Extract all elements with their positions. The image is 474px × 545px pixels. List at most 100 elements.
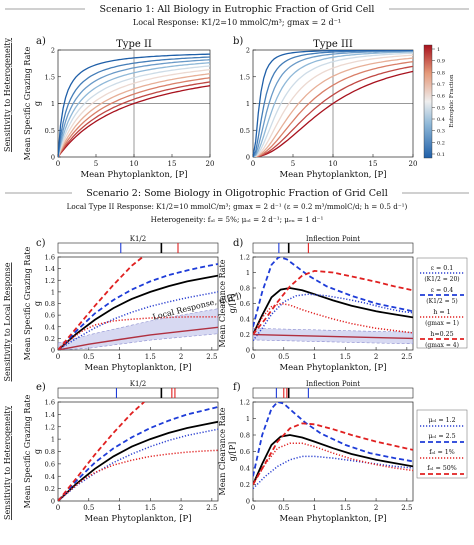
- y-tick-label: 0: [51, 154, 55, 162]
- x-tick-label: 1: [312, 504, 316, 512]
- row-label-heterogeneity-2: Sensitivity to Heterogeneity: [3, 405, 12, 520]
- scenario2-line1: Local Type II Response: K1/2=10 mmolC/m³…: [67, 202, 408, 211]
- x-tick-label: 0.5: [278, 504, 289, 512]
- x-tick-label: 0: [251, 353, 255, 361]
- series-line-fraction-0.6: [58, 69, 210, 157]
- series-line-fraction-0.1: [253, 50, 413, 157]
- series-line-local-response: [58, 326, 218, 350]
- panel-a: 0 5 10 15 20 0 0.5 1 1.5 2 Mean Phytoplankton, [P]…: [23, 39, 214, 180]
- scenario2-line2: Heterogeneity: fₒₗ = 5%; μₒₗ = 2 d⁻¹; μₑ…: [151, 215, 324, 224]
- x-tick-label: 1.5: [145, 504, 156, 512]
- inset-label: K1/2: [130, 235, 147, 243]
- series-line-local-response: [253, 333, 413, 340]
- plot-frame: [252, 401, 414, 502]
- series-line-blue-dotted: [253, 293, 413, 342]
- series-line-fraction-0.4: [253, 51, 413, 157]
- y-axis-label: Mean Specific Grazing Rate: [23, 246, 32, 360]
- x-tick-label: 15: [168, 160, 177, 168]
- y-axis-label-2: g: [33, 101, 42, 106]
- panel-title: Type III: [313, 39, 353, 50]
- series-line-blue-dotted: [253, 455, 413, 490]
- y-tick-label: 0.8: [240, 285, 250, 293]
- x-tick-label: 5: [291, 160, 295, 168]
- series-line-fraction-1: [58, 85, 210, 157]
- legend-label: fₒₗ = 50%: [427, 465, 457, 472]
- panel-f: 0 0.5 1 1.5 2 2.5 0 0.2 0.4 0.6 0.8 1 1.2 Mean Phytop…: [218, 380, 414, 524]
- y-tick-label: 0: [246, 347, 250, 355]
- y-axis-label-group: Mean Clearance Rate g/[P]: [218, 407, 237, 495]
- colorbar-tick-label: 1: [437, 47, 440, 53]
- y-tick-label: 1: [51, 100, 55, 108]
- legend-sublabel: (K1/2 = 20): [424, 276, 459, 283]
- x-tick-label: 1: [117, 353, 121, 361]
- inset-strip: [57, 242, 219, 254]
- x-tick-label: 2.5: [206, 504, 217, 512]
- panel-letter-f: f): [233, 382, 241, 393]
- y-tick-label: 2: [246, 47, 250, 55]
- x-tick-label: 5: [94, 160, 98, 168]
- series-line-black-solid: [58, 274, 218, 350]
- y-tick-label: 1: [51, 436, 55, 444]
- legend-sublabel: (gmax = 4): [425, 342, 459, 349]
- series-line-blue-dashed: [58, 263, 218, 350]
- y-tick-label: 0.8: [240, 432, 250, 440]
- series-line-fraction-0.5: [58, 65, 210, 157]
- y-tick-label: 1.5: [45, 73, 55, 81]
- series-line-red-dashed: [58, 402, 145, 501]
- y-tick-label: 1.4: [45, 411, 55, 419]
- colorbar-tick-label: 0.8: [437, 70, 445, 76]
- panel-letter-d: d): [233, 238, 243, 249]
- y-tick-label: 2: [51, 47, 55, 55]
- colorbar-tick-label: 0.5: [437, 105, 445, 111]
- series-line-black-solid: [58, 420, 218, 501]
- panel-letter-e: e): [36, 382, 46, 393]
- y-axis-label-2: g: [33, 449, 42, 454]
- series-line-fraction-0.2: [58, 56, 210, 157]
- series-line-fraction-0.7: [253, 57, 413, 157]
- y-tick-label: 1: [246, 269, 250, 277]
- series-line-fraction-1: [253, 70, 413, 157]
- scenario1-title: Scenario 1: All Biology in Eutrophic Fra…: [100, 4, 375, 15]
- legend-sublabel: (K1/2 = 5): [426, 298, 457, 305]
- y-tick-label: 0.2: [240, 481, 250, 489]
- y-tick-label: 0.6: [45, 460, 55, 468]
- colorbar-tick-label: 0.7: [437, 82, 445, 88]
- y-tick-label: 0: [51, 498, 55, 506]
- plot-frame: [57, 401, 219, 502]
- x-axis-label: Mean Phytoplankton, [P]: [80, 170, 187, 180]
- row-label-heterogeneity-1: Sensitivity to Heterogeneity: [3, 37, 12, 152]
- plot-area: [58, 402, 218, 501]
- y-axis-label-2: g: [33, 301, 42, 306]
- series-line-red-dotted: [253, 442, 413, 485]
- legend-panel-d: ε = 0.1 (K1/2 = 20) ε = 0.4 (K1/2 = 5) h = 1…: [416, 257, 468, 349]
- colorbar-tick-label: 0.3: [437, 129, 445, 135]
- series-line-fraction-0.5: [253, 52, 413, 157]
- x-tick-label: 0: [56, 160, 60, 168]
- colorbar-label: Eutrophic Fraction: [449, 74, 455, 127]
- y-axis-label: Mean Clearance Rate: [218, 407, 227, 495]
- legend-panel-f: μₒₗ = 1.2 μₒₗ = 2.5 fₒₗ = 1% fₒₗ = 50%: [416, 409, 468, 479]
- y-axis-label-group: Mean Specific Grazing Rate g: [23, 394, 42, 508]
- x-axis-label: Mean Phytoplankton, [P]: [84, 363, 191, 373]
- series-line-fraction-0.3: [58, 59, 210, 157]
- row-label-local-response: Sensitivity to Local Response: [3, 262, 12, 381]
- legend-label: μₒₗ = 2.5: [428, 433, 455, 440]
- scenario1-subtitle: Local Response: K1/2=10 mmolC/m³; gmax =…: [133, 18, 341, 27]
- legend-label: ε = 0.4: [431, 287, 454, 294]
- series-line-fraction-0.8: [58, 77, 210, 157]
- series-line-red-dashed: [58, 257, 145, 350]
- y-tick-label: 1.2: [45, 423, 55, 431]
- y-tick-label: 1.4: [45, 265, 55, 273]
- y-tick-label: 0.6: [45, 312, 55, 320]
- y-axis-label-group: Mean Specific Grazing Rate g: [23, 46, 42, 160]
- x-tick-label: 0: [251, 160, 255, 168]
- series-line-blue-dashed: [253, 402, 413, 477]
- series-line-fraction-0.9: [58, 81, 210, 157]
- plot-area: [253, 50, 413, 157]
- x-tick-label: 1: [117, 504, 121, 512]
- x-tick-label: 0: [251, 504, 255, 512]
- x-tick-label: 1.5: [340, 353, 351, 361]
- inset-strip: [57, 387, 219, 399]
- legend-box: [416, 409, 468, 479]
